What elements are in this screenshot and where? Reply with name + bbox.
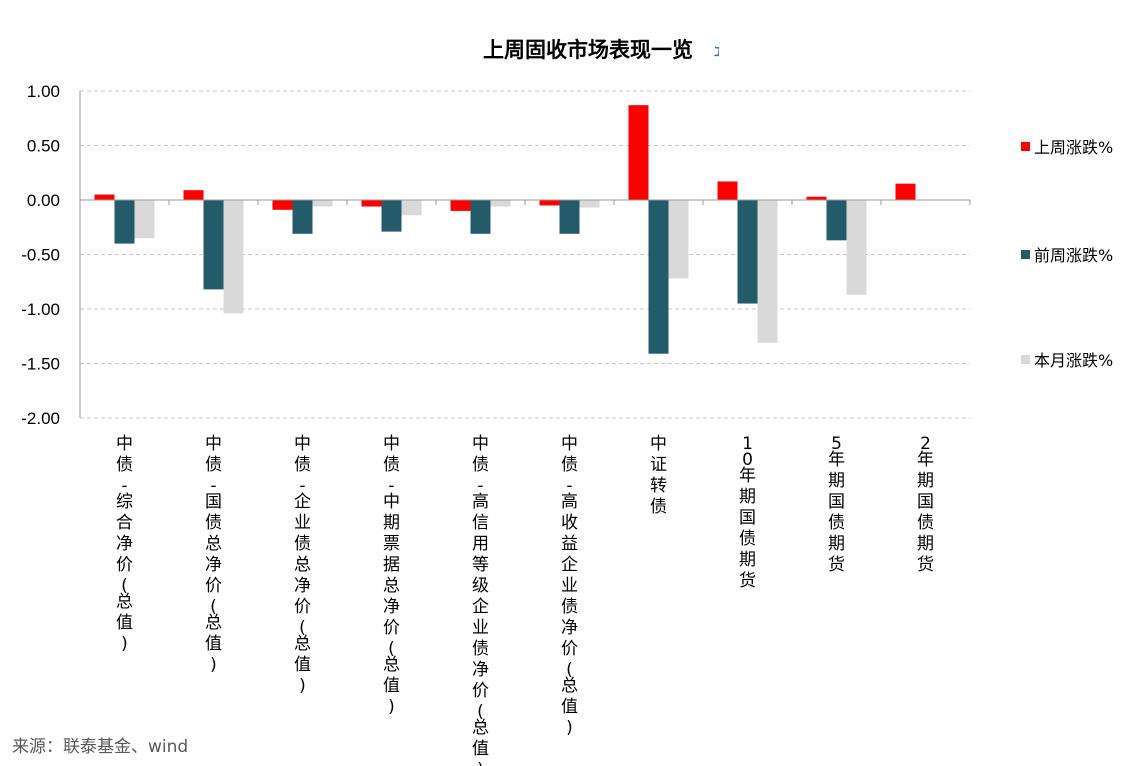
bar [559,200,580,234]
bar [134,200,155,239]
bar [806,196,827,200]
x-category-label: 1 0 年期国债期货 [739,434,756,591]
bar [401,200,422,216]
chart-title: 上周固收市场表现一览 [483,38,693,62]
x-category-label: 中债-综合净价(总值) [116,434,133,654]
x-category-label: 中证转债 [650,434,667,517]
x-category-label: 中债-高收益企业债净价(总值) [561,434,578,738]
source-note: 来源：联泰基金、wind [12,737,189,757]
y-tick-label: -1.50 [21,355,60,374]
legend-label: 上周涨跌% [1034,138,1113,157]
bar [826,200,847,241]
bar [895,183,916,200]
bar [579,200,600,208]
bar [470,200,491,234]
bar [203,200,224,290]
y-tick-label: -1.00 [21,300,60,319]
legend-swatch [1021,355,1030,364]
bar [94,194,115,200]
bar [114,200,135,244]
y-tick-label: 0.50 [27,137,60,156]
legend: 上周涨跌% 前周涨跌% 本月涨跌% [1021,138,1113,370]
x-category-label: 中债-中期票据总净价(总值) [383,434,400,717]
y-tick-label: -0.50 [21,246,60,265]
bar [183,190,204,200]
legend-swatch [1021,142,1030,151]
bar [757,200,778,343]
bar [628,105,649,200]
bar [668,200,689,279]
bar [490,200,511,207]
legend-label: 前周涨跌% [1034,246,1113,265]
bar [292,200,313,234]
x-category-label: 5 年期国债期货 [828,434,845,575]
y-tick-label: 1.00 [27,82,60,101]
y-tick-labels: 1.00 0.50 0.00 -0.50 -1.00 -1.50 -2.00 [21,82,60,428]
title-mark: ℷ [714,45,720,60]
bar [381,200,402,232]
x-category-label: 中债-高信用等级企业债净价(总值) [472,434,489,766]
category-labels: 中债-综合净价(总值) 中债-国债总净价(总值) 中债-企业债总净价(总值) 中债-中… [116,434,934,766]
bar [846,200,867,295]
bar [737,200,758,304]
bar [272,200,293,210]
x-category-label: 中债-企业债总净价(总值) [294,434,311,696]
legend-swatch [1021,250,1030,259]
legend-label: 本月涨跌% [1034,351,1113,370]
axis-layer [79,91,971,418]
bar [361,200,382,207]
bar [648,200,669,354]
y-tick-label: 0.00 [27,191,60,210]
bar [450,200,471,211]
bar [312,200,333,207]
y-tick-label: -2.00 [21,409,60,428]
x-category-label: 2 年期国债期货 [917,434,934,575]
bar [223,200,244,314]
bars-layer [94,105,916,354]
bar [717,181,738,200]
x-category-label: 中债-国债总净价(总值) [205,434,222,675]
bar [539,200,560,206]
